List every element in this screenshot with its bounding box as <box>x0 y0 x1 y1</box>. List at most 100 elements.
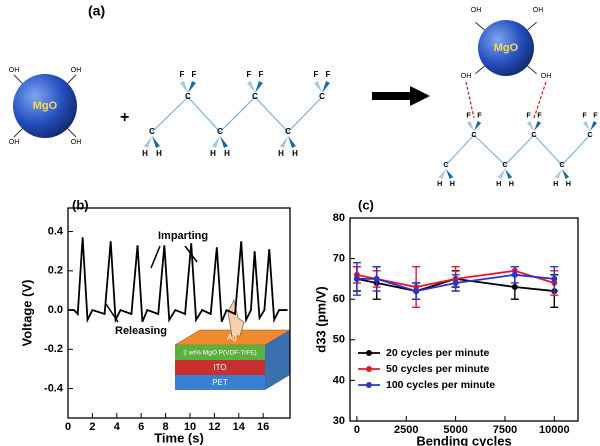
x-axis-label: Time (s) <box>154 430 204 445</box>
c-label: C <box>502 160 507 169</box>
c-label: C <box>252 92 258 101</box>
h-label: H <box>278 149 284 158</box>
x-tick-label: 8 <box>163 421 169 433</box>
bond <box>187 96 221 133</box>
bond <box>13 74 23 84</box>
f-label: F <box>192 70 197 79</box>
c-label: C <box>531 130 536 139</box>
f-label: F <box>466 111 471 120</box>
y-tick-label: 30 <box>333 415 345 427</box>
legend-label: 50 cycles per minute <box>386 363 489 375</box>
wedge <box>322 81 330 93</box>
f-label: F <box>582 111 587 120</box>
x-tick-label: 10 <box>184 421 196 433</box>
hydrogen-bond <box>465 81 475 119</box>
oh-label: OH <box>533 7 544 14</box>
legend-marker <box>366 350 372 356</box>
point <box>551 275 558 282</box>
f-label: F <box>180 70 185 79</box>
wedge <box>497 169 505 179</box>
bond <box>445 134 475 166</box>
f-label: F <box>314 70 319 79</box>
bond <box>219 96 256 133</box>
oh-label: OH <box>9 67 20 74</box>
x-tick-label: 16 <box>257 421 269 433</box>
c-label: C <box>285 127 291 136</box>
mgo-label: MgO <box>33 100 58 112</box>
inset-label: Ag <box>227 333 237 342</box>
wedge <box>505 169 513 179</box>
c-label: C <box>217 127 223 136</box>
plot-frame <box>349 217 579 422</box>
bond <box>504 134 535 166</box>
bond <box>561 134 591 166</box>
reaction-arrow <box>372 86 430 106</box>
wedge <box>212 136 220 148</box>
y-tick-label: 40 <box>333 374 345 386</box>
y-axis-label: d33 (pm/V) <box>313 286 328 352</box>
wedge <box>474 121 482 131</box>
wedge <box>446 169 454 179</box>
y-tick-label: 0.4 <box>48 225 64 237</box>
wedge <box>314 81 322 93</box>
hydrogen-bond <box>533 81 547 119</box>
point <box>511 284 518 291</box>
h-label: H <box>509 179 514 188</box>
wedge <box>152 136 160 148</box>
wedge <box>288 136 296 148</box>
plot-frame <box>67 207 291 419</box>
series-line <box>356 273 555 293</box>
h-label: H <box>142 149 148 158</box>
finger <box>227 298 245 337</box>
wedge <box>255 81 263 93</box>
x-tick-label: 2 <box>89 421 95 433</box>
wedge <box>582 121 590 131</box>
h-label: H <box>496 179 501 188</box>
oh-label: OH <box>541 73 552 80</box>
h-label: H <box>210 149 216 158</box>
bond <box>254 96 289 133</box>
h-label: H <box>566 179 571 188</box>
c-label: C <box>587 130 592 139</box>
layer-ito <box>175 360 265 375</box>
inset-label: PET <box>212 378 228 387</box>
f-label: F <box>326 70 331 79</box>
f-label: F <box>247 70 252 79</box>
f-label: F <box>537 111 542 120</box>
point <box>511 271 518 278</box>
y-axis-label: Voltage (V) <box>19 280 34 347</box>
h-label: H <box>224 149 230 158</box>
y-tick-label: -0.4 <box>44 382 64 394</box>
f-label: F <box>477 111 482 120</box>
c-label: C <box>471 130 476 139</box>
x-tick-label: 12 <box>208 421 220 433</box>
bond <box>475 21 485 31</box>
bond <box>13 128 23 138</box>
c-label: C <box>319 92 325 101</box>
wedge <box>554 169 562 179</box>
x-tick-label: 0 <box>65 421 71 433</box>
legend-marker <box>366 366 372 372</box>
panel-label: (b) <box>72 197 89 212</box>
layer-composite <box>175 345 265 360</box>
y-tick-label: 80 <box>333 212 345 224</box>
wedge <box>220 136 228 148</box>
bond <box>533 134 563 166</box>
y-tick-label: 50 <box>333 334 345 346</box>
bond <box>527 65 537 75</box>
point <box>353 275 360 282</box>
wedge <box>180 81 188 93</box>
point <box>452 279 459 286</box>
x-tick-label: 0 <box>354 424 360 436</box>
f-label: F <box>259 70 264 79</box>
wedge <box>280 136 288 148</box>
h-label: H <box>553 179 558 188</box>
x-tick-label: 5000 <box>443 424 467 436</box>
x-tick-label: 10000 <box>539 424 570 436</box>
bond <box>527 21 537 31</box>
x-axis-label: Bending cycles <box>416 433 511 446</box>
x-tick-label: 2500 <box>394 424 418 436</box>
wedge <box>144 136 152 148</box>
c-label: C <box>443 160 448 169</box>
h-label: H <box>292 149 298 158</box>
